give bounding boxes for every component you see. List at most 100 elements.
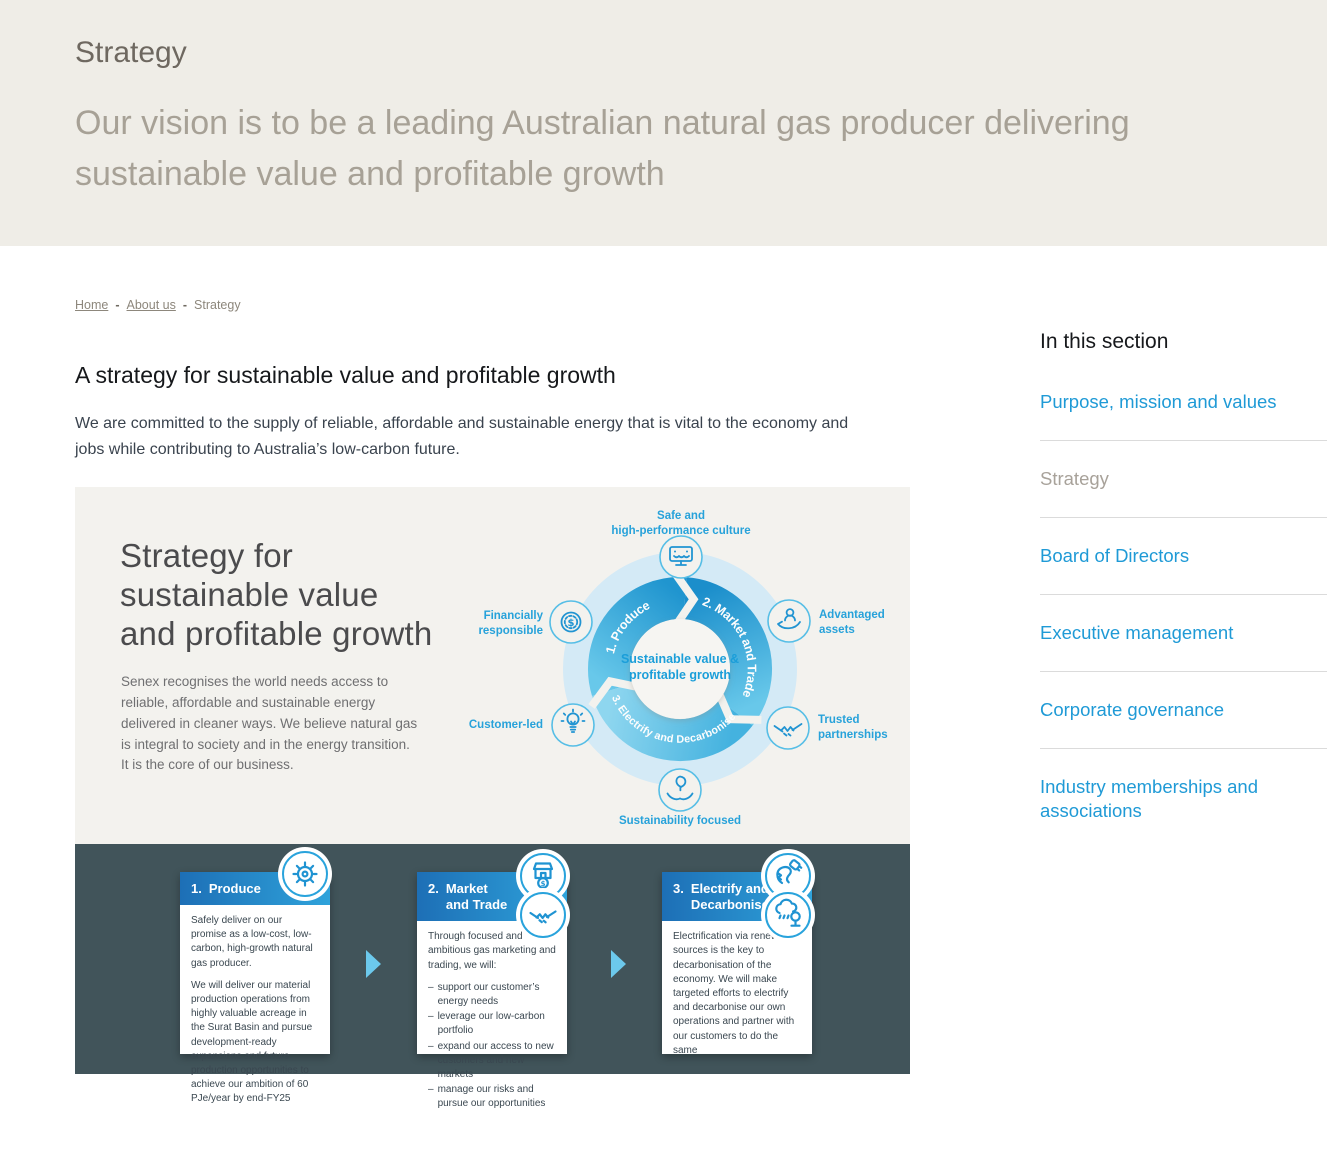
wheel-center-line: profitable growth [628,668,732,683]
hero-banner: Strategy Our vision is to be a leading A… [0,0,1327,246]
card-bullet: – manage our risks and pursue our opportu… [428,1083,557,1111]
sidebar-link[interactable]: Purpose, mission and values [1040,391,1277,412]
sidebar-item-purpose-mission-values[interactable]: Purpose, mission and values [1040,364,1327,440]
label-line: assets [819,623,855,636]
sidebar-link[interactable]: Industry memberships and associations [1040,776,1258,822]
bullet-dash: – [428,1011,434,1023]
wheel-center-circle [630,618,730,719]
sidebar-item-strategy: Strategy [1040,440,1327,517]
breadcrumb-home-link[interactable]: Home [75,298,109,312]
bullet-text: expand our access to new customers and n… [437,1040,554,1080]
bullet-text: manage our risks and pursue our opportun… [437,1084,546,1110]
wheel-segment-market [682,577,772,726]
handshake-icon [766,705,810,750]
infographic-bottom-band: 1. Produce Safely deliver on our promise… [75,843,910,1109]
power-cord-icon [765,852,811,899]
strategy-infographic: Strategy for sustainable value and profi… [75,486,910,1109]
label-line: Trusted [818,713,860,726]
card-bullet: – leverage our low-carbon portfolio [428,1010,557,1038]
infographic-title-line: Strategy for [120,536,293,574]
wheel-center-label: Sustainable value & profitable growth [605,651,755,684]
label-line: Advantaged [819,608,885,621]
handshake-icon [520,891,566,938]
bullet-dash: – [428,1040,434,1052]
coin-icon: $ [549,599,593,644]
intro-paragraph: We are committed to the supply of reliab… [75,415,849,459]
bullet-text: support our customer’s energy needs [437,981,540,1008]
wheel-label-customer-led: Customer-led [415,718,543,733]
flow-arrow-icon [611,949,626,978]
sidebar-heading: In this section [1040,330,1169,353]
card-produce-body: Safely deliver on our promise as a low-c… [180,905,330,1106]
card-produce: 1. Produce Safely deliver on our promise… [180,850,330,1104]
card-electrify-decarbonise: 3. Electrify and Decarbonise Electrifica… [662,852,812,1056]
wheel-chevron-notch [715,691,762,724]
card-title: Market and Trade [445,880,508,913]
label-line: Financially [483,609,543,622]
wheel-segment-electrify [592,682,753,761]
sidebar-item-industry-memberships[interactable]: Industry memberships and associations [1040,748,1327,849]
card-title: Electrify and Decarbonise [690,880,769,913]
breadcrumb: Home - About us - Strategy [75,298,1252,312]
card-title: Produce [208,880,261,896]
infographic-description: Senex recognises the world needs access … [121,673,418,773]
breadcrumb-current: Strategy [194,298,241,312]
gear-icon [282,850,328,897]
label-line: responsible [478,624,543,637]
bullet-text: leverage our low-carbon portfolio [437,1011,545,1037]
wheel-center-line: Sustainable value & [620,651,740,666]
breadcrumb-separator: - [115,298,120,312]
wheel-label-sustainability-focused: Sustainability focused [580,814,780,829]
wheel-label-financially-responsible: Financially responsible [433,609,543,639]
label-line: Sustainability focused [618,814,742,827]
infographic-title-line: and profitable growth [120,614,433,652]
wheel-label-advantaged-assets: Advantaged assets [819,608,910,638]
card-market-and-trade: $ 2. Market and Trade Through focused an… [417,852,567,1109]
section-sidebar: In this section Purpose, mission and val… [1040,328,1327,1074]
wheel-chevron-notch [671,570,699,626]
card-electrify-body: Electrification via renewable sources is… [662,921,812,1058]
sidebar-list: Purpose, mission and values Strategy Boa… [1040,364,1327,849]
sidebar-item-executive-management[interactable]: Executive management [1040,594,1327,671]
card-market-body: Through focused and ambitious gas market… [417,921,567,1111]
sidebar-link[interactable]: Corporate governance [1040,699,1225,721]
label-line: high-performance culture [611,524,751,537]
infographic-title: Strategy for sustainable value and profi… [120,537,432,654]
sidebar-item-corporate-governance[interactable]: Corporate governance [1040,671,1327,748]
card-paragraph: Electrification via renewable sources is… [673,931,797,1056]
card-bullet: – support our customer’s energy needs [428,981,557,1009]
wheel-label-trusted-partnerships: Trusted partnerships [818,713,910,743]
label-line: Safe and [657,509,705,522]
lightbulb-icon [551,702,595,747]
section-heading: A strategy for sustainable value and pro… [75,362,616,388]
card-number: 3. [673,880,684,896]
svg-text:$: $ [568,618,575,629]
card-paragraph: We will deliver our material production … [191,979,313,1105]
presentation-icon [659,534,703,579]
label-line: Customer-led [468,718,543,731]
hand-person-icon [767,598,811,643]
bullet-dash: – [428,981,434,993]
leaf-hands-icon [658,767,702,812]
breadcrumb-about-link[interactable]: About us [126,298,176,312]
card-bullet-list: – support our customer’s energy needs – le… [428,981,557,1112]
breadcrumb-separator: - [182,298,188,312]
sidebar-link[interactable]: Executive management [1040,622,1234,644]
market-stall-icon: $ [520,852,566,899]
page-title: Strategy [75,36,187,69]
cloud-tree-icon [765,891,811,938]
wheel-chevron-notch [588,676,639,709]
bullet-dash: – [428,1084,434,1096]
label-line: partnerships [818,728,888,741]
sidebar-item-board-of-directors[interactable]: Board of Directors [1040,517,1327,594]
card-number: 1. [191,880,202,896]
svg-text:$: $ [541,880,546,888]
card-bullet: – expand our access to new customers and … [428,1040,557,1083]
sidebar-link[interactable]: Board of Directors [1040,545,1190,567]
wheel-label-safe-culture: Safe and high-performance culture [561,509,801,539]
sidebar-link-current: Strategy [1040,468,1109,490]
wheel-segment-produce [588,576,687,696]
hero-subtitle: Our vision is to be a leading Australian… [75,104,1130,193]
flow-arrow-icon [366,949,381,978]
main-content: A strategy for sustainable value and pro… [75,328,910,1109]
